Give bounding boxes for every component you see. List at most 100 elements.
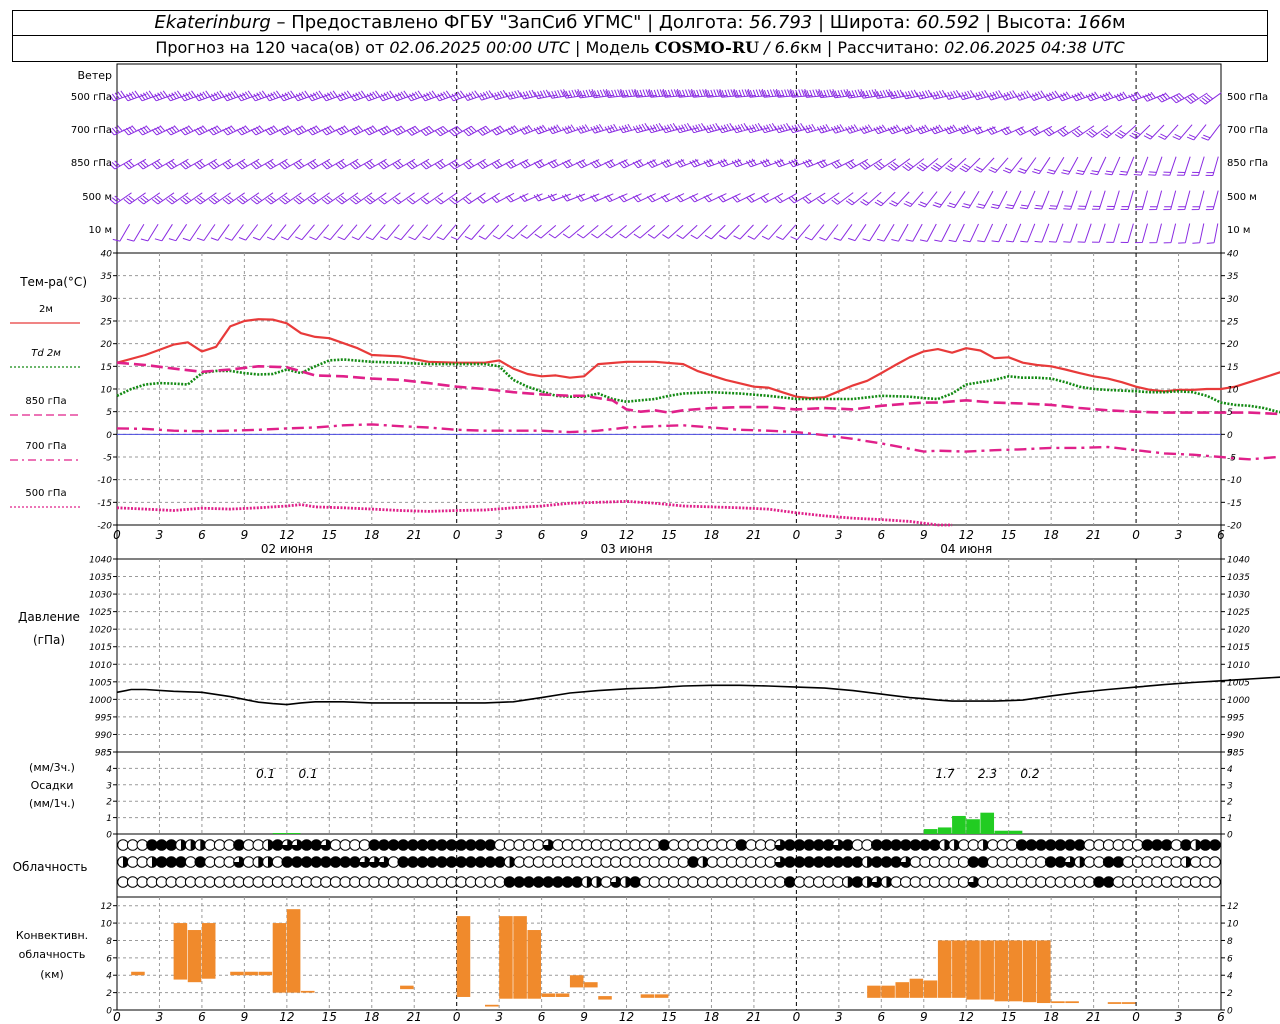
wind-barb bbox=[434, 90, 458, 102]
wind-barb bbox=[1142, 91, 1166, 102]
cloud-cover-symbol bbox=[378, 876, 390, 888]
wind-barb bbox=[293, 125, 317, 136]
x-tick-label-conv: 0 bbox=[1132, 1010, 1140, 1024]
wind-barb bbox=[1158, 124, 1179, 140]
wind-barb bbox=[1149, 223, 1162, 244]
cloud-cover-symbol bbox=[155, 856, 168, 868]
y-tick-label-right: 990 bbox=[1227, 731, 1244, 741]
cloud-cover-symbol bbox=[252, 839, 265, 851]
wind-barb bbox=[349, 90, 373, 102]
y-tick-label-right: 3 bbox=[1227, 781, 1233, 791]
conv-cloud-bar bbox=[598, 996, 612, 1000]
cloud-cover-symbol bbox=[1131, 876, 1144, 888]
wind-barb bbox=[408, 224, 429, 241]
wind-barb bbox=[633, 88, 657, 98]
wind-barb bbox=[803, 88, 827, 98]
wind-barb bbox=[746, 88, 770, 98]
wind-barb bbox=[406, 192, 429, 205]
cloud-cover-symbol bbox=[803, 839, 815, 851]
cloud-cover-symbol bbox=[416, 856, 429, 868]
y-tick-label-right: 20 bbox=[1227, 340, 1239, 350]
y-tick-label-left: 0 bbox=[106, 1007, 112, 1017]
conv-cloud-bar bbox=[272, 923, 287, 993]
wind-barb bbox=[831, 89, 855, 99]
x-tick-label-temp: 0 bbox=[453, 528, 461, 542]
wind-barb bbox=[293, 90, 317, 102]
cloud-cover-symbol bbox=[416, 876, 429, 888]
wind-barb bbox=[845, 124, 869, 134]
wind-barb bbox=[830, 159, 855, 169]
cloud-cover-symbol bbox=[1122, 876, 1134, 888]
x-tick-label-conv: 6 bbox=[877, 1010, 885, 1024]
conv-cloud-bar bbox=[980, 940, 994, 1000]
cloud-cover-symbol bbox=[523, 839, 535, 851]
cloud-cover-symbol bbox=[136, 876, 149, 888]
wind-barb bbox=[265, 192, 288, 205]
cloud-cover-fill bbox=[258, 856, 264, 868]
y-tick-label-left: 5 bbox=[106, 408, 112, 418]
wind-barb bbox=[632, 159, 656, 169]
cloud-cover-symbol bbox=[1044, 876, 1057, 888]
wind-barb bbox=[337, 224, 358, 241]
cloud-cover-symbol bbox=[1102, 839, 1115, 851]
x-tick-label-conv: 0 bbox=[793, 1010, 801, 1024]
wind-barb bbox=[902, 89, 926, 100]
wind-barb bbox=[948, 223, 965, 243]
cloud-cover-symbol bbox=[1025, 839, 1038, 851]
wind-level-label-left: 10 м bbox=[89, 225, 112, 236]
cloud-cover-symbol bbox=[1064, 839, 1076, 851]
wind-barb bbox=[916, 89, 940, 100]
cloud-cover-symbol bbox=[938, 876, 951, 888]
cloud-cover-symbol bbox=[571, 839, 583, 851]
precip-bar bbox=[966, 819, 980, 834]
wind-barb bbox=[1048, 190, 1064, 210]
wind-barb bbox=[618, 123, 642, 134]
wind-barb bbox=[208, 125, 232, 136]
wind-barb bbox=[1005, 190, 1022, 210]
wind-barb bbox=[394, 224, 414, 241]
wind-barb bbox=[151, 90, 175, 102]
cloud-cover-symbol bbox=[658, 876, 670, 888]
temp-2m-line bbox=[116, 318, 1280, 400]
cloud-cover-symbol bbox=[484, 856, 497, 868]
precip-title: Осадки bbox=[31, 779, 74, 792]
cloud-cover-symbol bbox=[1112, 839, 1125, 851]
model-resolution: / 6.6 bbox=[759, 38, 801, 57]
cloud-cover-symbol bbox=[184, 856, 197, 868]
wind-barb bbox=[958, 124, 982, 135]
cloud-cover-symbol bbox=[474, 876, 487, 888]
wind-barb bbox=[661, 159, 685, 168]
conv-cloud-bar bbox=[1037, 940, 1051, 1004]
cloud-cover-symbol bbox=[117, 876, 129, 888]
model-label: | Модель bbox=[569, 38, 655, 57]
cloud-cover-fill bbox=[702, 856, 709, 868]
day-label: 03 июня bbox=[601, 542, 653, 556]
cloud-cover-symbol bbox=[329, 856, 342, 868]
wind-barb bbox=[335, 192, 359, 205]
cloud-cover-symbol bbox=[523, 856, 535, 868]
wind-barb bbox=[436, 224, 457, 241]
wind-barb bbox=[719, 224, 740, 240]
cloud-cover-symbol bbox=[436, 839, 448, 851]
conv-cloud-bar bbox=[400, 985, 414, 990]
cloud-cover-symbol bbox=[387, 876, 400, 888]
cloud-cover-symbol bbox=[899, 876, 912, 888]
wind-barb bbox=[944, 89, 968, 100]
wind-barb bbox=[901, 124, 925, 135]
cloud-cover-symbol bbox=[890, 856, 902, 868]
wind-level-label-left: 500 гПа bbox=[71, 92, 112, 103]
x-tick-label-conv: 18 bbox=[704, 1010, 720, 1024]
wind-barb bbox=[1133, 156, 1149, 176]
cloud-cover-symbol bbox=[1083, 876, 1096, 888]
precip-bar bbox=[923, 829, 938, 834]
wind-barb bbox=[278, 125, 303, 136]
wind-barb bbox=[434, 125, 458, 137]
x-tick-label-conv: 3 bbox=[156, 1010, 164, 1024]
cloud-cover-symbol bbox=[213, 839, 226, 851]
wind-barb bbox=[123, 158, 147, 170]
cloud-cover-symbol bbox=[1141, 876, 1154, 888]
pressure-unit: (гПа) bbox=[33, 633, 65, 647]
wind-barb bbox=[958, 89, 982, 101]
wind-barb bbox=[746, 192, 770, 203]
cloud-cover-symbol bbox=[1083, 856, 1096, 868]
